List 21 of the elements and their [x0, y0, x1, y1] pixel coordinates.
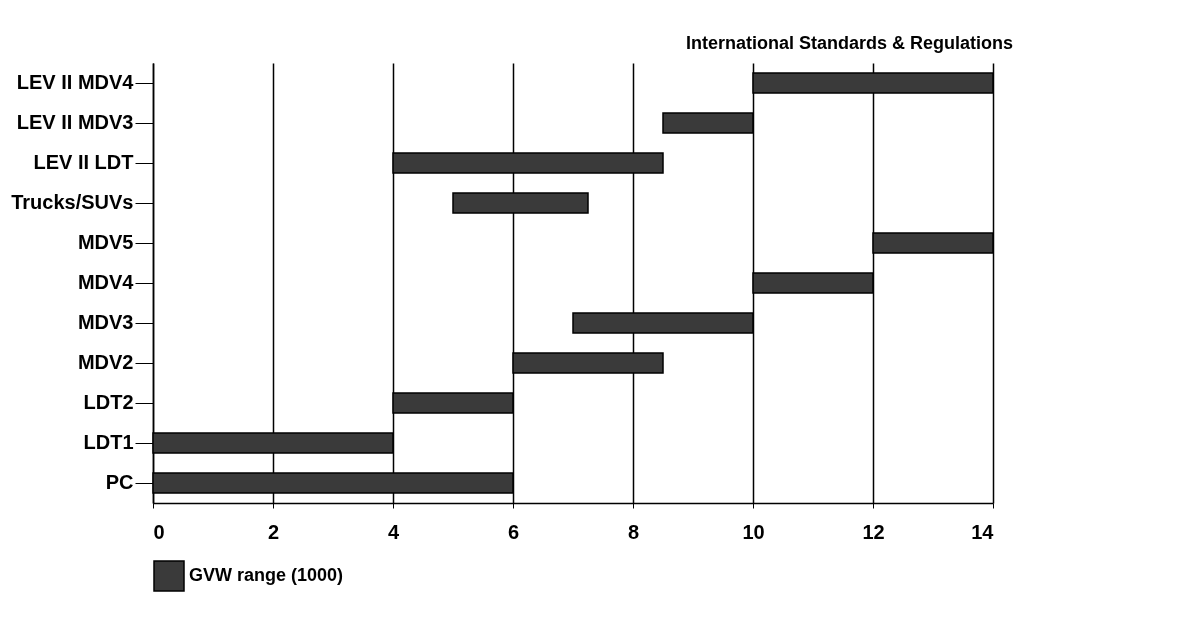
x-tick-label: 6: [507, 520, 520, 543]
y-tick-label: MDV3: [77, 311, 134, 333]
y-tick-label: LEV II LDT: [33, 151, 134, 173]
x-tick-label: 14: [971, 520, 995, 543]
y-tick-label: MDV4: [77, 271, 135, 293]
y-tick-label: LDT1: [83, 431, 134, 453]
x-tick-label: 0: [153, 520, 165, 543]
y-tick-label: LEV II MDV4: [16, 71, 135, 93]
y-tick-label: Trucks/SUVs: [11, 191, 134, 213]
x-tick-label: 12: [862, 520, 885, 543]
text: International Standards & Regulations: [685, 33, 1013, 53]
y-tick-label: LDT2: [83, 391, 134, 413]
y-tick-label: MDV5: [77, 231, 134, 253]
x-tick-label: 2: [267, 520, 280, 543]
y-tick-label: PC: [105, 471, 134, 493]
legend-label: GVW range (1000): [189, 565, 344, 585]
x-tick-label: 4: [387, 520, 400, 543]
y-tick-label: MDV2: [77, 351, 134, 373]
x-tick-label: 10: [742, 520, 765, 543]
x-tick-label: 8: [627, 520, 640, 543]
y-tick-label: LEV II MDV3: [16, 111, 134, 133]
